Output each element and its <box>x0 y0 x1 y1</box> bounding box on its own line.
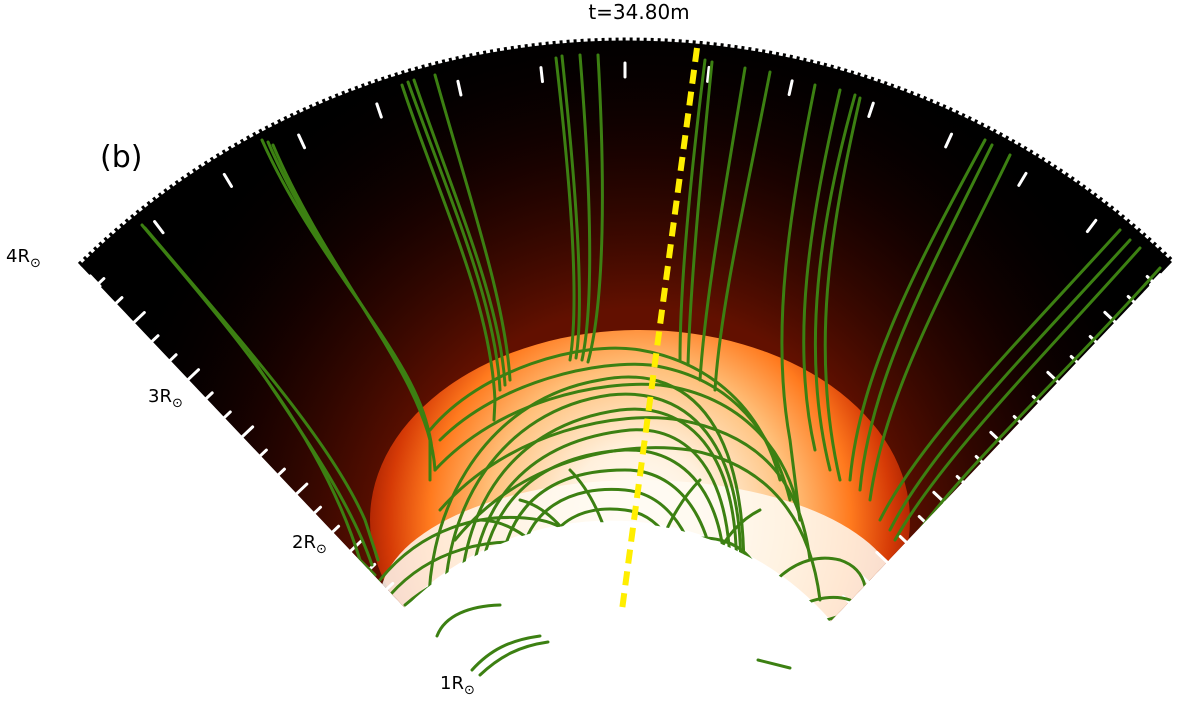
left-edge-tick <box>295 482 309 496</box>
panel-label: (b) <box>100 140 142 175</box>
svg-text:3R⊙: 3R⊙ <box>148 386 183 411</box>
time-title: t=34.80m <box>588 0 689 24</box>
radius-label-2: 2R⊙ <box>292 532 327 557</box>
outer-arc-tick <box>88 274 102 288</box>
outer-arc-tick <box>1149 273 1162 287</box>
left-edge-tick <box>385 581 395 591</box>
outer-arc-tick <box>375 102 383 119</box>
left-edge-tick <box>313 505 323 515</box>
outer-arc-tick <box>944 132 954 149</box>
outer-arc-tick <box>867 101 875 119</box>
outer-arc-tick <box>706 65 711 83</box>
cut-line <box>619 47 700 611</box>
radius-label-4: 4R⊙ <box>6 246 41 271</box>
right-edge-tick <box>917 514 927 524</box>
outer-arc-tick <box>787 79 794 97</box>
radius-label-3: 3R⊙ <box>148 386 183 411</box>
outer-arc-tick <box>456 79 463 97</box>
left-edge-tick <box>132 311 146 324</box>
left-edge-tick <box>222 410 232 419</box>
outer-arc-tick <box>297 133 307 150</box>
low-field-lines <box>435 603 792 677</box>
left-edge-tick <box>331 524 341 534</box>
solar-limb <box>403 520 832 623</box>
left-edge-tick <box>277 467 286 477</box>
right-edge-tick <box>898 534 908 544</box>
outer-arc-tick <box>1017 171 1028 187</box>
outer-arc-tick <box>222 172 233 188</box>
left-edge-tick <box>186 368 200 381</box>
left-edge-tick <box>204 391 214 400</box>
left-edge-tick <box>150 334 160 343</box>
svg-text:2R⊙: 2R⊙ <box>292 532 327 557</box>
svg-text:4R⊙: 4R⊙ <box>6 246 41 271</box>
outer-arc-tick <box>539 66 544 84</box>
right-edge-tick <box>875 550 889 564</box>
left-edge-tick <box>259 448 268 458</box>
left-edge-tick <box>114 296 124 305</box>
radius-label-1: 1R⊙ <box>440 673 475 698</box>
left-edge-tick <box>168 353 178 362</box>
outer-arc-tick <box>1085 218 1098 234</box>
outer-arc-tick <box>153 220 165 235</box>
left-edge-tick <box>241 425 255 438</box>
svg-text:1R⊙: 1R⊙ <box>440 673 475 698</box>
